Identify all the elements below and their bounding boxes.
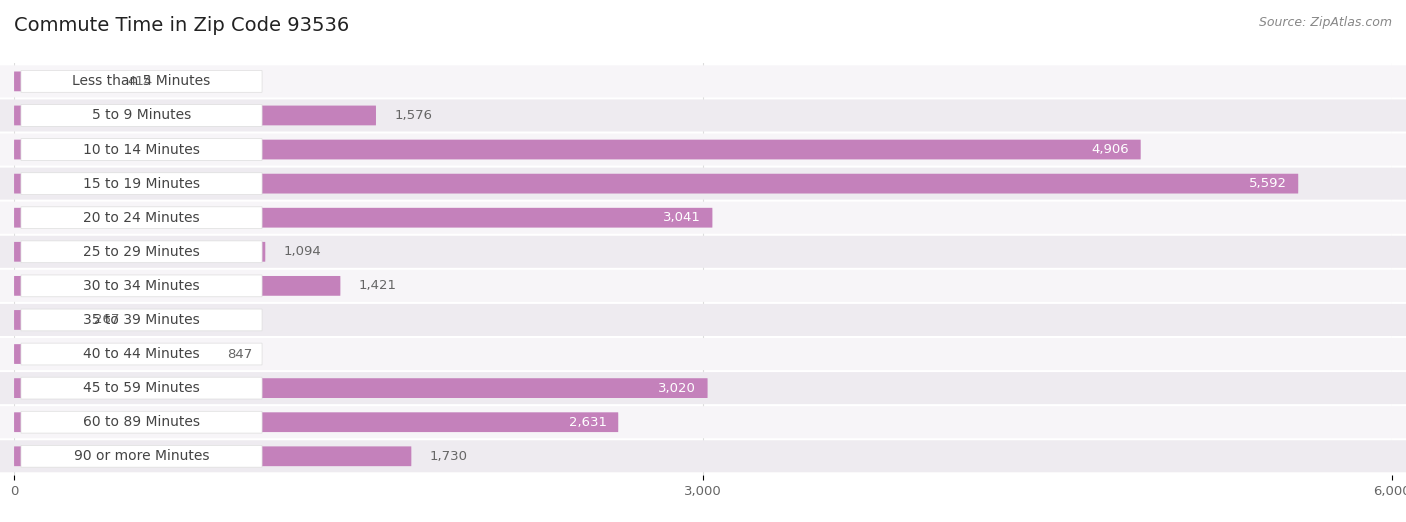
FancyBboxPatch shape [0, 406, 1406, 438]
Text: 1,421: 1,421 [359, 279, 396, 292]
FancyBboxPatch shape [14, 72, 110, 91]
FancyBboxPatch shape [0, 201, 1406, 234]
FancyBboxPatch shape [0, 236, 1406, 268]
FancyBboxPatch shape [14, 344, 208, 364]
FancyBboxPatch shape [21, 104, 262, 126]
Text: 25 to 29 Minutes: 25 to 29 Minutes [83, 245, 200, 259]
FancyBboxPatch shape [0, 304, 1406, 336]
FancyBboxPatch shape [14, 174, 1298, 194]
Text: 90 or more Minutes: 90 or more Minutes [73, 449, 209, 464]
Text: 15 to 19 Minutes: 15 to 19 Minutes [83, 176, 200, 191]
Text: 4,906: 4,906 [1091, 143, 1129, 156]
FancyBboxPatch shape [21, 309, 262, 331]
FancyBboxPatch shape [0, 168, 1406, 199]
Text: 847: 847 [226, 348, 252, 361]
FancyBboxPatch shape [21, 343, 262, 365]
Text: Source: ZipAtlas.com: Source: ZipAtlas.com [1258, 16, 1392, 29]
Text: 20 to 24 Minutes: 20 to 24 Minutes [83, 211, 200, 224]
Text: 1,730: 1,730 [430, 450, 468, 463]
Text: 45 to 59 Minutes: 45 to 59 Minutes [83, 381, 200, 395]
FancyBboxPatch shape [0, 338, 1406, 370]
Text: 267: 267 [94, 313, 120, 326]
FancyBboxPatch shape [14, 412, 619, 432]
FancyBboxPatch shape [14, 276, 340, 296]
FancyBboxPatch shape [21, 445, 262, 467]
FancyBboxPatch shape [14, 208, 713, 228]
Text: 2,631: 2,631 [569, 416, 607, 429]
Text: 1,576: 1,576 [394, 109, 433, 122]
FancyBboxPatch shape [14, 310, 76, 330]
FancyBboxPatch shape [21, 139, 262, 160]
FancyBboxPatch shape [14, 242, 266, 262]
Text: 414: 414 [128, 75, 153, 88]
FancyBboxPatch shape [21, 275, 262, 297]
Text: 30 to 34 Minutes: 30 to 34 Minutes [83, 279, 200, 293]
Text: 40 to 44 Minutes: 40 to 44 Minutes [83, 347, 200, 361]
Text: 5,592: 5,592 [1249, 177, 1286, 190]
Text: 1,094: 1,094 [284, 245, 322, 258]
Text: Less than 5 Minutes: Less than 5 Minutes [72, 74, 211, 88]
FancyBboxPatch shape [0, 100, 1406, 132]
FancyBboxPatch shape [0, 270, 1406, 302]
Text: 35 to 39 Minutes: 35 to 39 Minutes [83, 313, 200, 327]
FancyBboxPatch shape [0, 440, 1406, 472]
FancyBboxPatch shape [14, 140, 1140, 159]
FancyBboxPatch shape [21, 207, 262, 229]
Text: 5 to 9 Minutes: 5 to 9 Minutes [91, 109, 191, 123]
FancyBboxPatch shape [21, 241, 262, 263]
Text: 60 to 89 Minutes: 60 to 89 Minutes [83, 415, 200, 429]
FancyBboxPatch shape [14, 105, 375, 125]
FancyBboxPatch shape [0, 65, 1406, 98]
FancyBboxPatch shape [21, 377, 262, 399]
FancyBboxPatch shape [14, 378, 707, 398]
Text: 3,020: 3,020 [658, 382, 696, 395]
Text: Commute Time in Zip Code 93536: Commute Time in Zip Code 93536 [14, 16, 349, 34]
Text: 10 to 14 Minutes: 10 to 14 Minutes [83, 143, 200, 157]
FancyBboxPatch shape [0, 372, 1406, 404]
Text: 3,041: 3,041 [664, 211, 702, 224]
FancyBboxPatch shape [21, 173, 262, 195]
FancyBboxPatch shape [21, 70, 262, 92]
FancyBboxPatch shape [0, 134, 1406, 165]
FancyBboxPatch shape [14, 446, 412, 466]
FancyBboxPatch shape [21, 411, 262, 433]
